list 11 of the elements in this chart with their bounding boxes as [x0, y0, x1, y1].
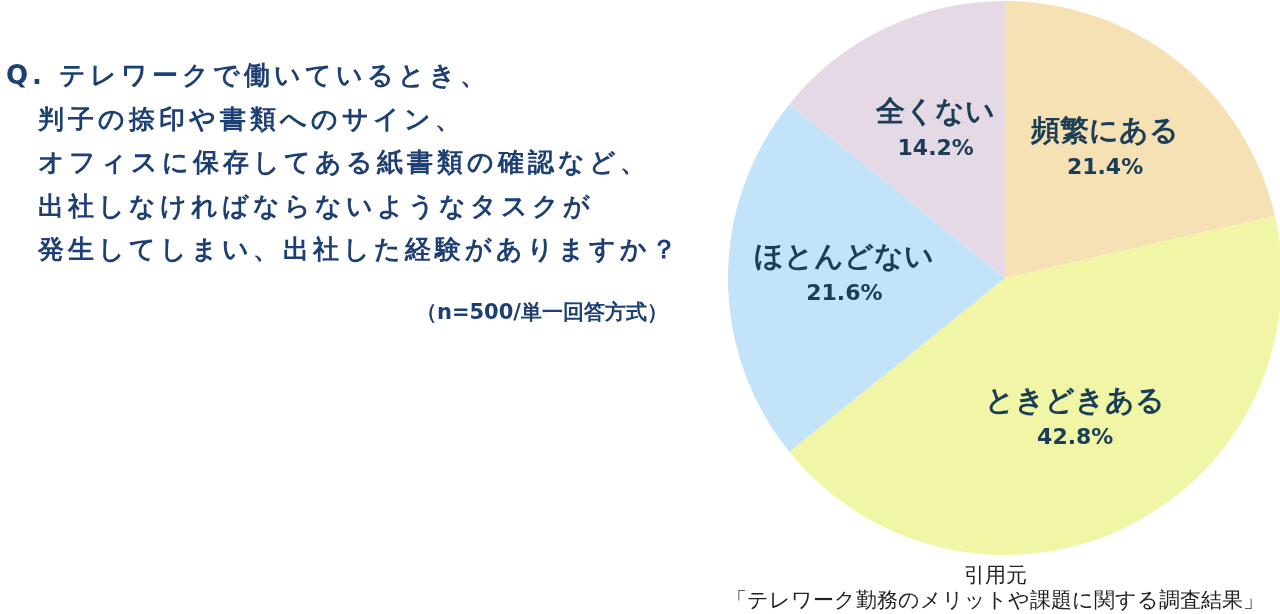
data-label: 14.2%	[897, 134, 974, 160]
text: 引用元「テレワーク勤務のメリットや課題に関する調査結果」	[725, 563, 1265, 613]
slice-label: ほとんどない	[754, 238, 935, 273]
slice-label: ときどきある	[985, 383, 1166, 418]
slice-label: 全くない	[875, 93, 996, 128]
data-label: 21.6%	[806, 279, 883, 305]
slice-label: 頻繁にある	[1030, 112, 1180, 147]
text: Q. テレワークで働いているとき、判子の捺印や書類へのサイン、オフィスに保存してある紙書類の確認など、出社しなければならないようなタスクが発生してしまい、出社した経験がありますか？	[6, 59, 682, 266]
data-label: 21.4%	[1066, 154, 1144, 180]
text: （n=500/単一回答方式）	[414, 299, 668, 326]
data-label: 42.8%	[1037, 424, 1114, 450]
